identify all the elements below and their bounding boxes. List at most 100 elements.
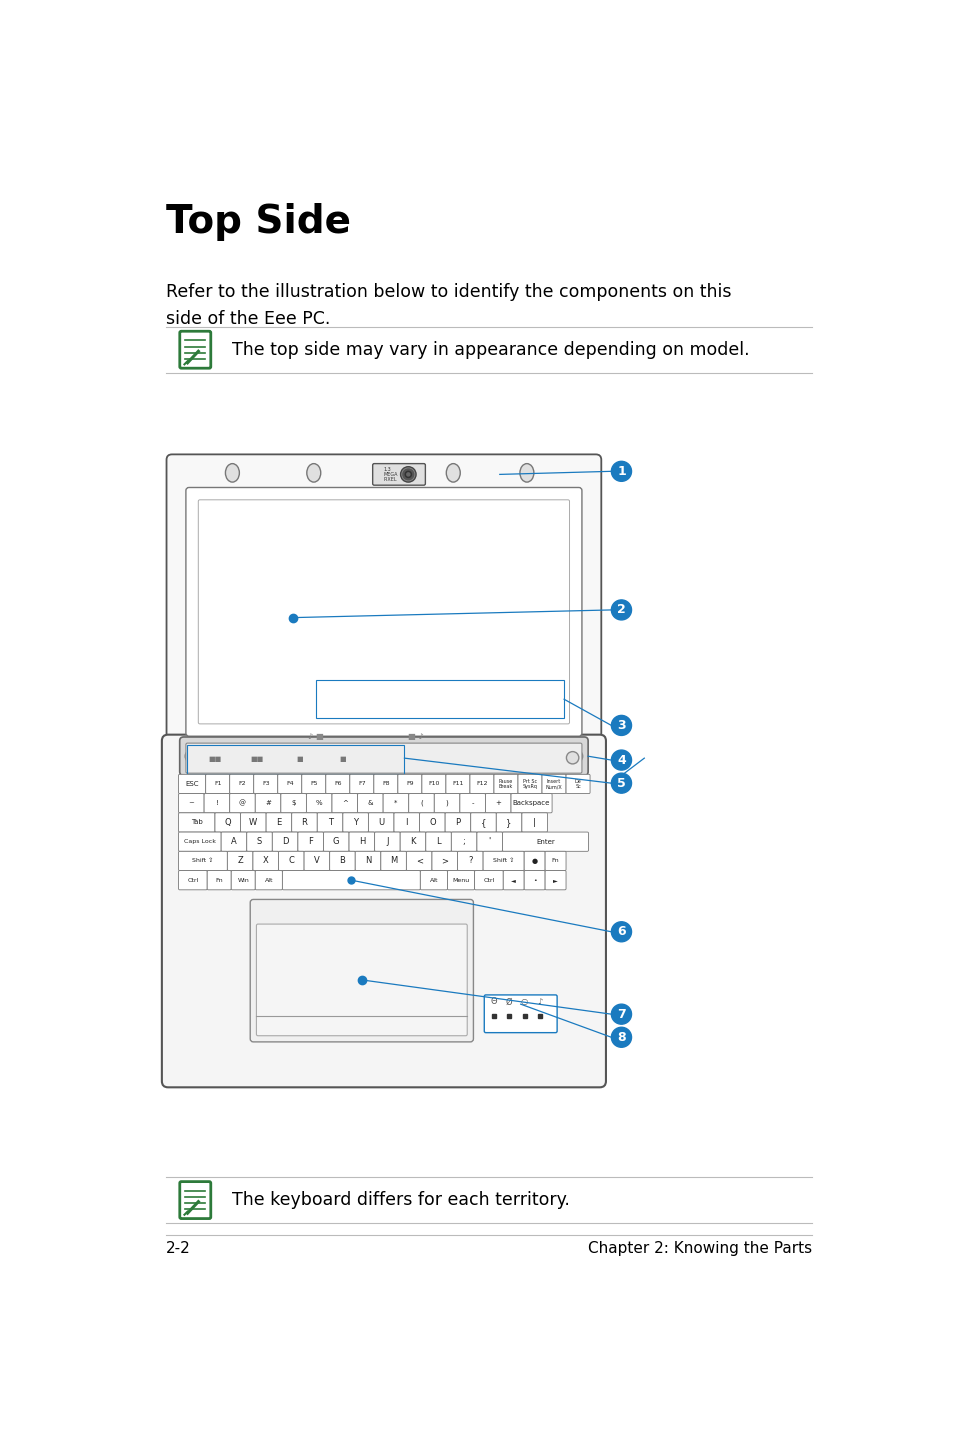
Text: Θ: Θ [490,998,497,1007]
FancyBboxPatch shape [179,331,211,368]
FancyBboxPatch shape [230,774,253,794]
FancyBboxPatch shape [383,794,408,812]
FancyBboxPatch shape [179,1182,211,1218]
Text: P: P [455,818,460,827]
Bar [187,745,404,774]
Text: M: M [390,857,396,866]
Text: F: F [308,837,313,846]
FancyBboxPatch shape [167,454,600,751]
Text: Shift ⇧: Shift ⇧ [193,858,213,863]
Text: {: { [480,818,486,827]
Text: ●: ● [531,858,537,864]
FancyBboxPatch shape [503,870,523,890]
Text: G: G [333,837,339,846]
Text: Ø: Ø [505,998,512,1007]
FancyBboxPatch shape [178,870,207,890]
FancyBboxPatch shape [178,833,221,851]
FancyBboxPatch shape [445,812,470,833]
Text: 7: 7 [617,1008,625,1021]
FancyBboxPatch shape [198,500,569,723]
Text: J: J [386,837,388,846]
Circle shape [402,469,414,480]
Text: Top Side: Top Side [166,203,351,242]
FancyBboxPatch shape [470,774,494,794]
FancyBboxPatch shape [502,833,588,851]
FancyBboxPatch shape [297,833,323,851]
Text: Prt Sc
SysRq: Prt Sc SysRq [522,778,537,789]
FancyBboxPatch shape [425,833,451,851]
FancyBboxPatch shape [178,774,206,794]
Text: F12: F12 [476,781,487,787]
FancyBboxPatch shape [541,774,565,794]
FancyBboxPatch shape [408,794,434,812]
FancyBboxPatch shape [240,812,266,833]
Text: I: I [405,818,408,827]
Text: W: W [249,818,257,827]
FancyBboxPatch shape [432,851,457,870]
Circle shape [611,774,631,794]
Text: Enter: Enter [536,838,555,844]
Text: ^: ^ [341,800,347,807]
FancyBboxPatch shape [451,833,476,851]
Text: @: @ [238,800,246,807]
Text: ■■: ■■ [208,756,221,762]
FancyBboxPatch shape [544,851,565,870]
FancyBboxPatch shape [434,794,459,812]
Circle shape [185,751,197,762]
Text: ?: ? [468,857,472,866]
Text: D: D [281,837,288,846]
FancyBboxPatch shape [397,774,421,794]
FancyBboxPatch shape [350,774,374,794]
Text: +: + [495,800,500,807]
FancyBboxPatch shape [357,794,383,812]
FancyBboxPatch shape [394,812,419,833]
Text: Pause
Break: Pause Break [498,778,513,789]
Text: ♪: ♪ [537,998,542,1007]
FancyBboxPatch shape [186,743,581,774]
Text: Menu: Menu [452,877,469,883]
Ellipse shape [519,463,534,482]
Text: ■: ■ [296,756,303,762]
FancyBboxPatch shape [227,851,253,870]
FancyBboxPatch shape [445,774,470,794]
Text: 3: 3 [617,719,625,732]
Text: Backspace: Backspace [513,800,550,807]
Text: Win: Win [237,877,249,883]
Circle shape [611,1004,631,1024]
Text: F7: F7 [357,781,365,787]
FancyBboxPatch shape [206,774,230,794]
FancyBboxPatch shape [496,812,521,833]
FancyBboxPatch shape [330,851,355,870]
Text: -: - [471,800,474,807]
Text: H: H [358,837,365,846]
FancyBboxPatch shape [214,812,240,833]
FancyBboxPatch shape [253,851,278,870]
FancyBboxPatch shape [178,794,204,812]
Circle shape [538,751,551,762]
Text: #: # [265,800,271,807]
Text: The keyboard differs for each territory.: The keyboard differs for each territory. [232,1191,569,1209]
Text: Fn: Fn [551,858,558,863]
Text: 4: 4 [617,754,625,766]
FancyBboxPatch shape [332,794,357,812]
FancyBboxPatch shape [207,870,231,890]
FancyBboxPatch shape [178,851,227,870]
Text: R: R [301,818,307,827]
Text: F9: F9 [406,781,414,787]
FancyBboxPatch shape [406,851,432,870]
FancyBboxPatch shape [250,899,473,1043]
Text: The top side may vary in appearance depending on model.: The top side may vary in appearance depe… [232,341,748,358]
Text: 5: 5 [617,777,625,789]
FancyBboxPatch shape [349,833,375,851]
FancyBboxPatch shape [162,735,605,1087]
FancyBboxPatch shape [476,833,502,851]
FancyBboxPatch shape [373,463,425,485]
Circle shape [405,472,411,477]
FancyBboxPatch shape [457,851,482,870]
Circle shape [400,467,416,482]
FancyBboxPatch shape [325,774,350,794]
Text: Shift ⇧: Shift ⇧ [493,858,514,863]
Text: O: O [429,818,436,827]
Text: <: < [416,857,422,866]
Text: ►: ► [553,877,558,883]
